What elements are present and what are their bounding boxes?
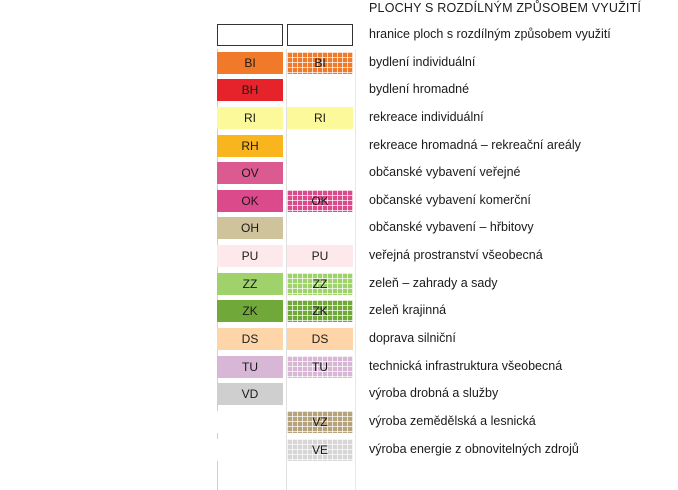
legend-label: technická infrastruktura všeobecná	[369, 358, 563, 373]
legend-swatch-right: RI	[287, 106, 353, 129]
legend-label: občanské vybavení veřejné	[369, 165, 521, 180]
legend-swatch-right: VZ	[287, 410, 353, 433]
legend-swatch-right	[287, 217, 353, 240]
legend-label: rekreace hromadná – rekreační areály	[369, 137, 581, 152]
legend-swatch-right	[287, 383, 353, 406]
legend-label: výroba zemědělská a lesnická	[369, 413, 536, 428]
legend-swatch-right	[287, 79, 353, 102]
legend-row: PU PU veřejná prostranství všeobecná	[217, 243, 677, 271]
legend-swatch-right: VE	[287, 438, 353, 461]
legend-row: DS DS doprava silniční	[217, 326, 677, 354]
legend-row: BH bydlení hromadné	[217, 77, 677, 105]
legend-row: VE výroba energie z obnovitelných zdrojů	[217, 437, 677, 465]
legend-row: ZK ZK zeleň krajinná	[217, 298, 677, 326]
legend-row: VD výroba drobná a služby	[217, 381, 677, 409]
land-use-legend: hranice ploch s rozdílným způsobem využi…	[217, 22, 677, 490]
legend-label: výroba drobná a služby	[369, 386, 499, 401]
legend-swatch-right	[287, 24, 353, 46]
legend-swatch-left	[217, 24, 283, 46]
legend-swatch-right: BI	[287, 51, 353, 74]
legend-swatch-left: RI	[217, 106, 283, 129]
legend-swatch-left: OV	[217, 162, 283, 185]
legend-label: bydlení hromadné	[369, 82, 470, 97]
legend-swatch-left: BH	[217, 79, 283, 102]
legend-swatch-right: TU	[287, 355, 353, 378]
legend-row: RI RI rekreace individuální	[217, 105, 677, 133]
legend-row: BI BI bydlení individuální	[217, 50, 677, 78]
legend-swatch-left: OK	[217, 189, 283, 212]
legend-swatch-right	[287, 162, 353, 185]
legend-swatch-right: ZK	[287, 300, 353, 323]
legend-label: výroba energie z obnovitelných zdrojů	[369, 441, 579, 456]
legend-swatch-right: PU	[287, 245, 353, 268]
legend-swatch-right: DS	[287, 328, 353, 351]
legend-swatch-left: ZZ	[217, 272, 283, 295]
legend-swatch-left: VD	[217, 383, 283, 406]
legend-row: ZZ ZZ zeleň – zahrady a sady	[217, 271, 677, 299]
legend-swatch-left	[217, 410, 283, 433]
legend-label: občanské vybavení – hřbitovy	[369, 220, 534, 235]
legend-row: TU TU technická infrastruktura všeobecná	[217, 354, 677, 382]
legend-swatch-left: RH	[217, 134, 283, 157]
legend-label: zeleň – zahrady a sady	[369, 275, 498, 290]
legend-row: OK OK občanské vybavení komerční	[217, 188, 677, 216]
legend-swatch-left: DS	[217, 328, 283, 351]
column-divider-left	[217, 49, 218, 490]
legend-title: PLOCHY S ROZDÍLNÝM ZPŮSOBEM VYUŽITÍ	[369, 1, 642, 15]
legend-swatch-right: OK	[287, 189, 353, 212]
legend-label: zeleň krajinná	[369, 303, 447, 318]
legend-swatch-left: BI	[217, 51, 283, 74]
legend-label: veřejná prostranství všeobecná	[369, 248, 543, 263]
legend-swatch-left: TU	[217, 355, 283, 378]
legend-label: rekreace individuální	[369, 109, 484, 124]
legend-row: OH občanské vybavení – hřbitovy	[217, 215, 677, 243]
legend-rows: hranice ploch s rozdílným způsobem využi…	[217, 22, 677, 464]
legend-swatch-right	[287, 134, 353, 157]
legend-label: bydlení individuální	[369, 54, 476, 69]
column-divider-right	[355, 49, 356, 490]
legend-swatch-left: OH	[217, 217, 283, 240]
legend-swatch-left: PU	[217, 245, 283, 268]
legend-swatch-left	[217, 438, 283, 461]
column-divider-middle	[286, 49, 287, 490]
legend-row: VZ výroba zemědělská a lesnická	[217, 409, 677, 437]
legend-row: OV občanské vybavení veřejné	[217, 160, 677, 188]
legend-swatch-left: ZK	[217, 300, 283, 323]
legend-row: RH rekreace hromadná – rekreační areály	[217, 133, 677, 161]
legend-label: hranice ploch s rozdílným způsobem využi…	[369, 27, 611, 41]
legend-label: občanské vybavení komerční	[369, 192, 531, 207]
legend-row: hranice ploch s rozdílným způsobem využi…	[217, 22, 677, 50]
legend-swatch-right: ZZ	[287, 272, 353, 295]
legend-label: doprava silniční	[369, 331, 456, 346]
